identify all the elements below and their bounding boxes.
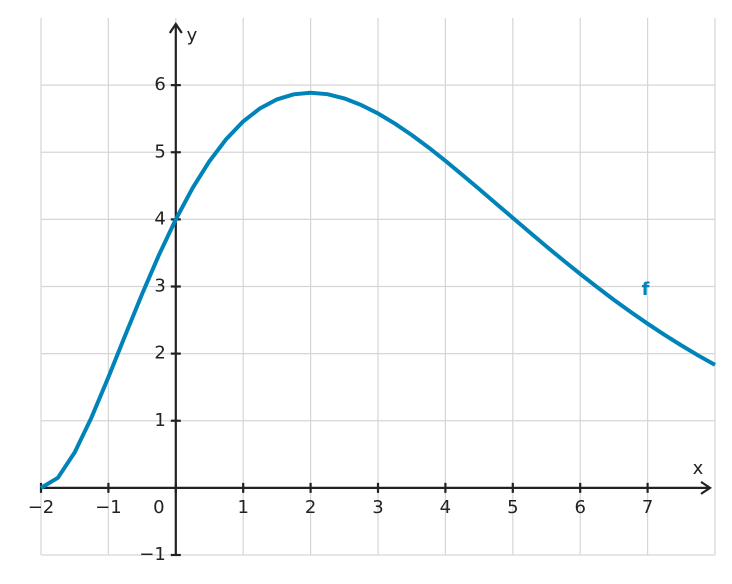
x-axis-arrow	[700, 480, 712, 495]
y-tick-label: 1	[154, 410, 165, 431]
x-axis-label: x	[693, 458, 704, 479]
plot-layer: −2 −1 0 1 2 3 4 5 6 7 −1 1 2 3 4 5 6 f	[28, 18, 716, 565]
x-tick-label: 2	[305, 497, 316, 518]
y-tick-label: 2	[154, 343, 165, 364]
x-tick-label: 3	[372, 497, 383, 518]
y-tick-label: 3	[154, 276, 165, 297]
y-tick-label: 4	[154, 208, 165, 229]
x-tick-label: 5	[507, 497, 518, 518]
y-axis-arrow	[168, 22, 183, 34]
y-axis-label: y	[187, 25, 198, 46]
x-tick-label: 4	[440, 497, 451, 518]
x-tick-label: 0	[153, 497, 164, 518]
x-tick-label: 1	[237, 497, 248, 518]
x-tick-label: −1	[95, 497, 122, 518]
y-tick-label: 5	[154, 141, 165, 162]
function-curve	[39, 90, 716, 490]
y-tick-label: 6	[154, 74, 165, 95]
x-tick-label: 6	[574, 497, 585, 518]
curve-label: f	[642, 279, 650, 300]
x-tick-label: 7	[642, 497, 653, 518]
x-tick-label: −2	[28, 497, 55, 518]
y-tick-label: −1	[139, 544, 166, 565]
